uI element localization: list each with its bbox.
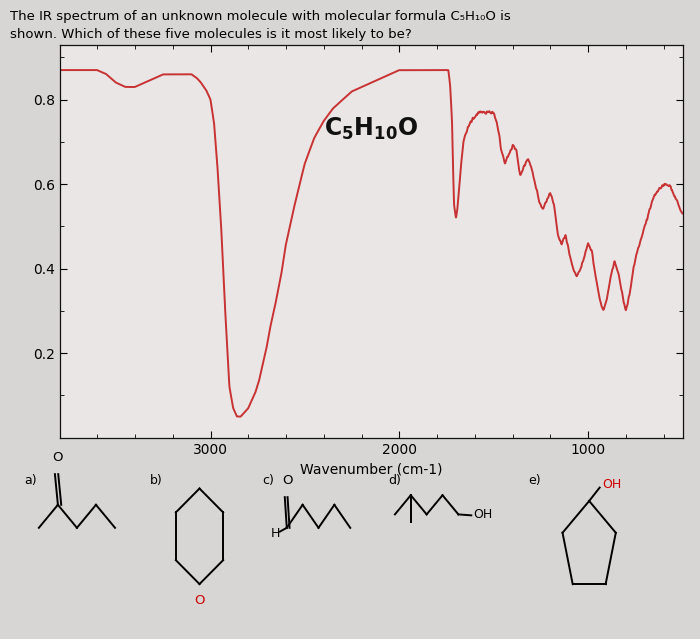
Text: a): a): [25, 474, 37, 487]
Text: $\mathbf{C_5H_{10}O}$: $\mathbf{C_5H_{10}O}$: [324, 116, 418, 142]
Text: H: H: [271, 527, 281, 540]
Text: shown. Which of these five molecules is it most likely to be?: shown. Which of these five molecules is …: [10, 28, 412, 41]
Text: d): d): [388, 474, 401, 487]
Text: OH: OH: [473, 508, 493, 521]
X-axis label: Wavenumber (cm-1): Wavenumber (cm-1): [300, 462, 442, 476]
Text: c): c): [262, 474, 274, 487]
Text: e): e): [528, 474, 541, 487]
Text: O: O: [52, 450, 63, 464]
Text: O: O: [282, 473, 293, 487]
Text: The IR spectrum of an unknown molecule with molecular formula C₅H₁₀O is: The IR spectrum of an unknown molecule w…: [10, 10, 511, 22]
Text: b): b): [150, 474, 163, 487]
Text: OH: OH: [602, 478, 622, 491]
Text: O: O: [195, 594, 204, 607]
